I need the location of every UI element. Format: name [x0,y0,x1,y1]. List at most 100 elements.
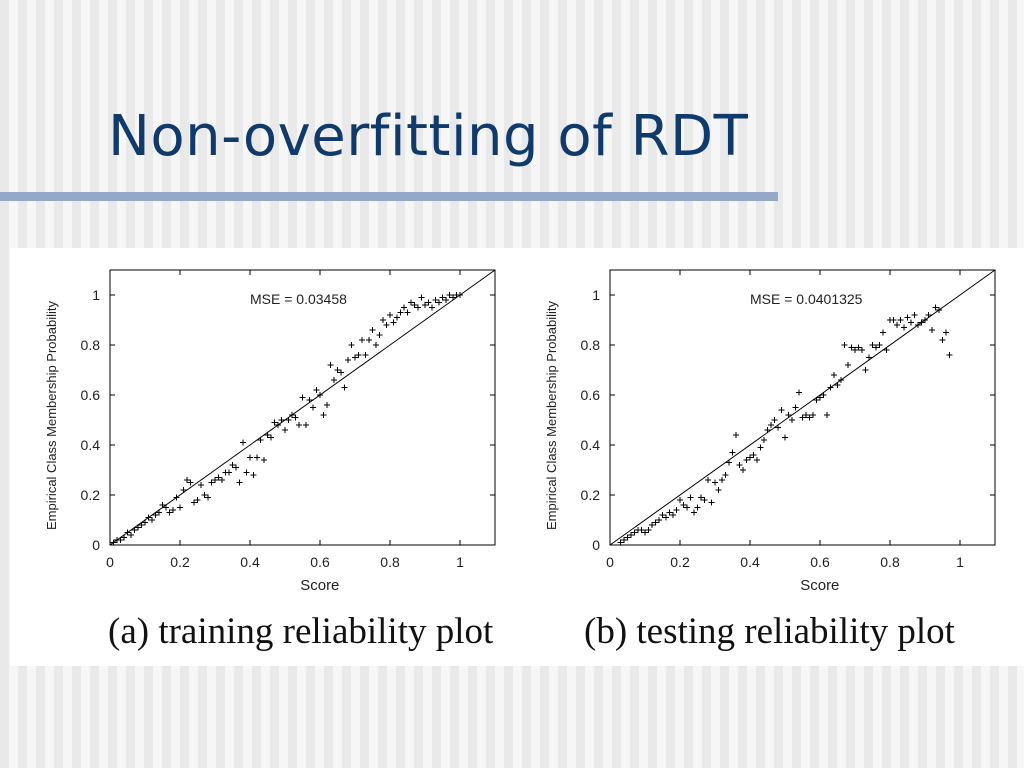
data-point [789,417,795,423]
data-point [131,527,138,533]
data-point [680,502,687,508]
data-point [292,414,299,421]
data-point [624,534,631,541]
data-point [376,332,383,338]
data-point [348,342,355,348]
data-point [135,524,141,531]
data-point [740,467,746,473]
data-point [852,347,858,353]
data-point [201,492,208,498]
data-point [768,422,774,428]
y-tick-label: 0 [92,537,100,553]
data-point [145,514,152,521]
data-point [191,499,197,506]
data-point [869,342,876,348]
slide-title: Non-overfitting of RDT [108,104,749,169]
data-point [687,494,694,501]
data-point [247,454,253,461]
data-point [831,372,837,378]
data-point [163,504,169,511]
data-point [911,312,918,318]
data-point [338,369,344,376]
data-point [929,327,935,333]
data-point [212,477,218,483]
mse-annotation: MSE = 0.0401325 [750,291,863,307]
data-point [439,294,446,301]
data-point [124,529,131,536]
data-point [764,427,771,433]
data-point [345,357,351,363]
data-point [306,397,313,403]
data-point [446,292,453,298]
data-point [712,479,718,486]
data-point [149,517,155,523]
data-point [303,422,309,428]
data-point [841,342,848,348]
data-point [631,529,638,536]
data-point [876,342,883,348]
reference-line [609,269,996,546]
data-point [946,352,953,358]
data-point [194,497,201,503]
data-point [285,417,292,423]
data-point [233,464,239,471]
data-point [215,474,222,481]
data-point [271,419,278,426]
data-point [296,422,302,428]
caption-training: (a) training reliability plot [108,611,494,652]
data-point [418,294,425,301]
data-point [457,292,463,298]
data-point [834,382,841,388]
data-point [432,297,439,303]
plot-frame [109,269,496,546]
data-point [778,407,785,413]
data-point [327,362,334,368]
data-point [394,314,400,321]
data-point [250,472,257,478]
data-point [282,427,288,433]
x-tick-label: 0.2 [670,554,690,570]
data-point [166,509,173,516]
data-point [397,309,404,316]
data-point [404,309,411,316]
reference-line [109,269,496,546]
data-point [806,414,813,421]
data-point [715,487,722,493]
data-point [383,322,390,328]
data-point [782,434,788,441]
x-axis-label: Score [800,577,839,594]
data-point [436,299,442,306]
data-point [691,509,697,516]
data-point [373,342,379,348]
data-point [824,412,830,418]
data-point [813,397,820,403]
data-point [310,404,316,411]
data-point [656,517,662,523]
y-tick-label: 1 [592,287,600,303]
x-tick-label: 0.4 [740,554,760,570]
data-point [677,497,683,503]
data-point [443,297,449,303]
data-point [855,344,862,351]
data-point [422,302,428,308]
x-tick-label: 0 [106,554,114,570]
data-point [771,417,778,423]
data-point [705,477,711,483]
data-point [792,404,799,411]
data-point [313,387,320,393]
data-point [411,302,418,308]
data-point [757,444,764,451]
data-point [670,512,676,518]
data-point [866,354,872,361]
y-tick-label: 0.4 [81,437,101,453]
data-point [645,527,652,533]
data-point [128,532,134,538]
x-tick-label: 0.4 [240,554,260,570]
y-tick-label: 0.8 [81,337,101,353]
data-point [922,317,928,323]
data-point [415,304,421,311]
y-tick-label: 0.2 [81,487,101,503]
data-point [743,457,750,463]
data-point [289,412,295,418]
data-point [659,512,666,518]
